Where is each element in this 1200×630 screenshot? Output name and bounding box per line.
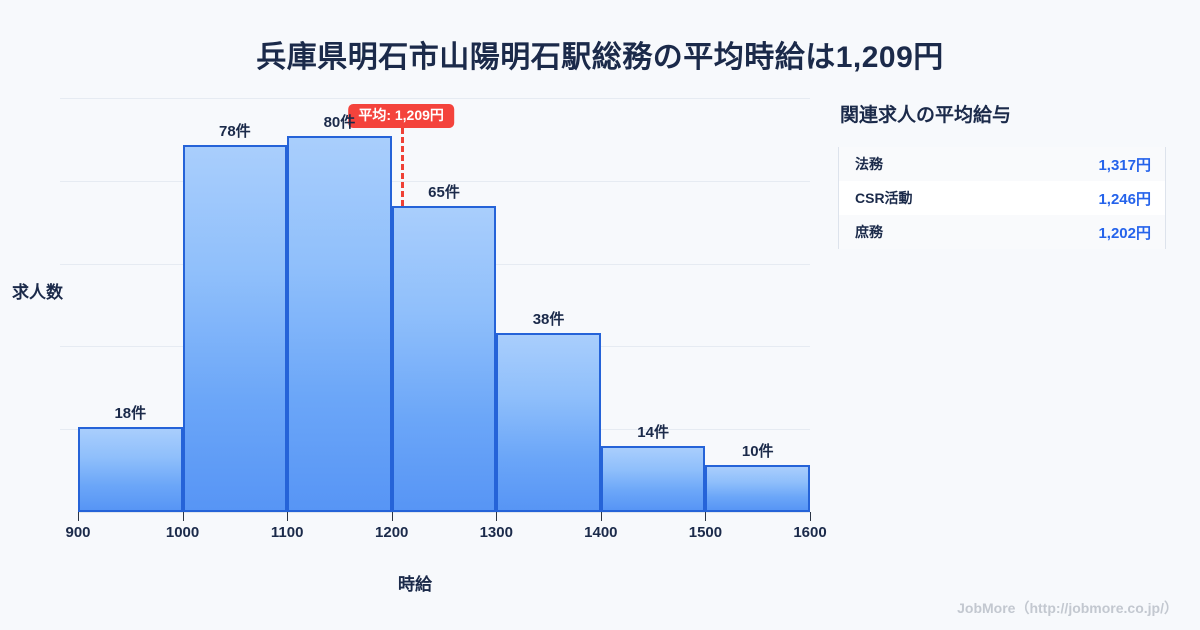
histogram-bar bbox=[78, 427, 183, 512]
related-salary-row-value: 1,202円 bbox=[1098, 224, 1151, 242]
bar-value-label: 65件 bbox=[428, 184, 460, 202]
x-axis-tick-mark bbox=[391, 512, 393, 521]
related-salary-panel: 関連求人の平均給与 法務 1,317円 CSR活動 1,246円庶務 1,202円 bbox=[838, 100, 1168, 249]
x-axis-tick-label: 1300 bbox=[479, 524, 513, 541]
related-salary-row-value: 1,317円 bbox=[1098, 156, 1151, 174]
histogram-bar bbox=[182, 145, 288, 512]
histogram-bar bbox=[391, 206, 497, 512]
related-salary-row[interactable]: CSR活動 1,246円 bbox=[839, 181, 1165, 215]
histogram-bar bbox=[705, 464, 810, 512]
x-axis-title: 時給 bbox=[398, 575, 432, 594]
bar-value-label: 38件 bbox=[532, 311, 565, 329]
x-axis-tick-mark bbox=[287, 512, 289, 521]
x-axis-tick-label: 900 bbox=[65, 524, 91, 541]
x-axis-tick-mark bbox=[705, 512, 707, 521]
bar-value-label: 80件 bbox=[323, 113, 356, 131]
related-salary-row-value: 1,246円 bbox=[1098, 190, 1151, 208]
x-axis-tick-label: 1400 bbox=[584, 524, 618, 541]
x-axis-tick-label: 1600 bbox=[793, 524, 827, 541]
related-salary-row[interactable]: 法務 1,317円 bbox=[839, 147, 1165, 181]
y-axis-title: 求人数 bbox=[12, 283, 63, 302]
related-salary-table: 法務 1,317円 CSR活動 1,246円庶務 1,202円 bbox=[838, 147, 1166, 249]
x-axis-tick-label: 1200 bbox=[375, 524, 409, 541]
chart-plot-region: 900 1000 1100 1200 1300 1400 1500 1600 求人数 時給 平… bbox=[12, 98, 827, 594]
related-salary-row[interactable]: 庶務 1,202円 bbox=[839, 215, 1165, 249]
related-salary-row-label: CSR活動 bbox=[855, 190, 913, 206]
x-axis-tick-label: 1000 bbox=[165, 524, 200, 541]
x-axis-tick-mark bbox=[810, 512, 811, 521]
x-axis-tick-label: 1500 bbox=[688, 524, 723, 541]
related-salary-title: 関連求人の平均給与 bbox=[840, 105, 1012, 126]
bar-value-label: 14件 bbox=[637, 424, 669, 442]
bar-value-label: 18件 bbox=[114, 405, 147, 423]
bar-value-label: 78件 bbox=[219, 123, 251, 141]
gridline bbox=[60, 180, 810, 182]
gridline bbox=[60, 98, 810, 99]
x-axis-tick-mark bbox=[78, 512, 79, 521]
related-salary-row-label: 庶務 bbox=[855, 224, 883, 240]
histogram-bar bbox=[287, 135, 392, 512]
x-axis-tick-label: 1100 bbox=[270, 524, 304, 541]
average-badge: 平均: 1,209円 bbox=[348, 104, 454, 129]
bar-value-label: 10件 bbox=[741, 442, 774, 460]
watermark: JobMore（http://jobmore.co.jp/） bbox=[957, 600, 1178, 616]
related-salary-row-label: 法務 bbox=[855, 156, 883, 172]
x-axis-tick-mark bbox=[182, 512, 184, 521]
histogram-bar bbox=[600, 446, 706, 512]
x-axis-tick-mark bbox=[496, 512, 498, 521]
x-axis-baseline bbox=[78, 512, 810, 513]
page-title: 兵庫県明石市山陽明石駅総務の平均時給は1,209円 bbox=[256, 41, 944, 74]
histogram-bar bbox=[496, 333, 601, 512]
x-axis-tick-mark bbox=[600, 512, 602, 521]
